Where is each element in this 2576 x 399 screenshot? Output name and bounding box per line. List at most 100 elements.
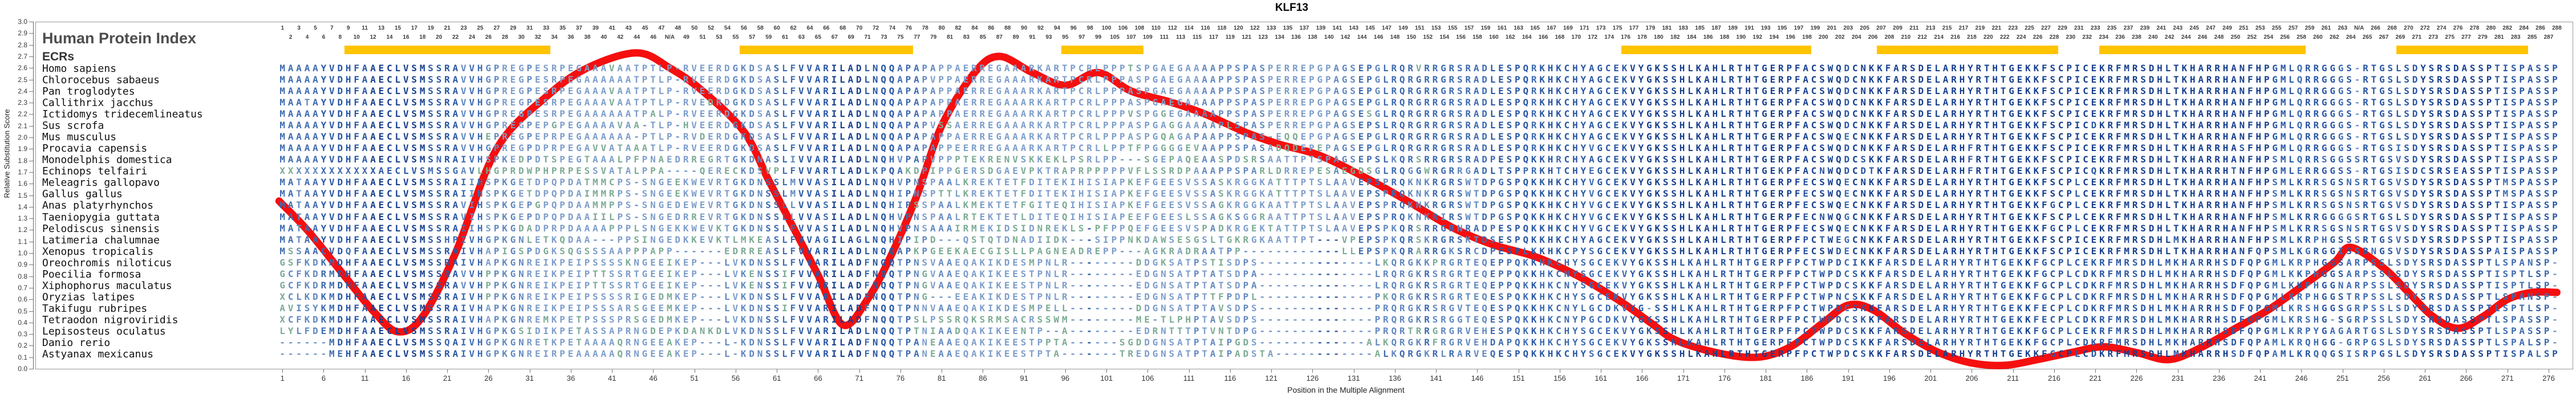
residue: E xyxy=(378,222,384,234)
residue: R xyxy=(2305,63,2311,74)
residue: P xyxy=(1515,142,1520,154)
residue: S xyxy=(1457,234,1463,245)
residue: C xyxy=(1605,165,1611,177)
residue: S xyxy=(2404,63,2409,74)
residue: V xyxy=(403,74,409,85)
residue: C xyxy=(2083,234,2088,245)
residue: S xyxy=(1317,188,1323,199)
residue: M xyxy=(601,199,607,211)
residue: A xyxy=(1185,97,1191,108)
residue: K xyxy=(2033,120,2039,131)
residue: K xyxy=(1037,63,1043,74)
residue: S xyxy=(2536,154,2541,165)
residue: A xyxy=(2231,85,2237,97)
residue: A xyxy=(362,131,368,142)
residue: N xyxy=(650,211,656,222)
residue: S xyxy=(1671,120,1677,131)
residue: L xyxy=(2165,199,2171,211)
col-label: 157 xyxy=(1464,25,1474,31)
residue: D xyxy=(567,188,574,199)
residue: K xyxy=(1621,142,1628,154)
residue: C xyxy=(1811,74,1817,85)
residue: A xyxy=(452,120,459,131)
residue: P xyxy=(1300,188,1307,199)
residue: S xyxy=(2469,188,2476,199)
residue: G xyxy=(2379,222,2385,234)
residue: V xyxy=(461,63,466,74)
residue: G xyxy=(551,120,557,131)
residue: P xyxy=(1070,165,1076,177)
residue: I xyxy=(2502,165,2509,177)
residue: G xyxy=(2338,142,2344,154)
residue: H xyxy=(1745,222,1751,234)
residue: A xyxy=(584,120,590,131)
residue: P xyxy=(1243,97,1249,108)
residue: A xyxy=(601,131,607,142)
residue: A xyxy=(304,222,310,234)
residue: S xyxy=(1094,177,1101,188)
col-label: 5 xyxy=(314,25,317,31)
residue: V xyxy=(806,108,813,120)
residue: D xyxy=(724,63,730,74)
residue: C xyxy=(608,177,615,188)
residue: T xyxy=(1309,211,1315,222)
residue: T xyxy=(634,108,639,120)
residue: H xyxy=(1078,177,1084,188)
residue: E xyxy=(708,165,713,177)
residue: M xyxy=(279,188,286,199)
residue: E xyxy=(666,222,672,234)
residue: L xyxy=(864,188,870,199)
residue: M xyxy=(2124,131,2130,142)
residue: S xyxy=(2536,85,2541,97)
residue: E xyxy=(1613,85,1619,97)
residue: R xyxy=(716,211,722,222)
residue: P xyxy=(2519,154,2525,165)
residue: M xyxy=(790,177,796,188)
residue: P xyxy=(1309,97,1315,108)
residue: H xyxy=(345,177,351,188)
col-label: 33 xyxy=(543,25,550,31)
residue: N xyxy=(757,177,763,188)
residue: E xyxy=(708,108,713,120)
residue: G xyxy=(1597,120,1603,131)
residue: S xyxy=(2346,85,2352,97)
residue: S xyxy=(1415,222,1422,234)
residue: P xyxy=(493,177,500,188)
residue: C xyxy=(1811,199,1817,211)
residue: T xyxy=(650,97,656,108)
residue: A xyxy=(1045,97,1051,108)
residue: S xyxy=(773,131,780,142)
residue: - xyxy=(1135,245,1142,256)
residue: G xyxy=(1498,188,1504,199)
residue: D xyxy=(1918,108,1924,120)
residue: P xyxy=(2066,154,2072,165)
residue: M xyxy=(740,234,747,245)
residue: G xyxy=(452,165,459,177)
residue: R xyxy=(2214,154,2220,165)
residue: E xyxy=(699,120,705,131)
residue: - xyxy=(1325,245,1331,256)
residue: E xyxy=(534,131,541,142)
residue: T xyxy=(2173,188,2179,199)
col-label: 40 xyxy=(601,34,607,40)
residue: S xyxy=(1910,108,1916,120)
residue: W xyxy=(691,222,697,234)
residue: S xyxy=(2428,131,2435,142)
residue: S xyxy=(2445,108,2451,120)
residue: S xyxy=(2404,97,2409,108)
residue: S xyxy=(2445,211,2451,222)
residue: R xyxy=(2437,131,2443,142)
residue: H xyxy=(1547,165,1553,177)
residue: R xyxy=(444,97,450,108)
residue: T xyxy=(1284,199,1290,211)
residue: K xyxy=(1539,188,1545,199)
residue: L xyxy=(864,85,870,97)
residue: R xyxy=(1975,85,1982,97)
residue: S xyxy=(559,245,565,256)
residue: T xyxy=(2173,142,2179,154)
residue: V xyxy=(930,74,936,85)
residue: A xyxy=(1202,85,1208,97)
residue: S xyxy=(436,165,442,177)
residue: S xyxy=(436,120,442,131)
